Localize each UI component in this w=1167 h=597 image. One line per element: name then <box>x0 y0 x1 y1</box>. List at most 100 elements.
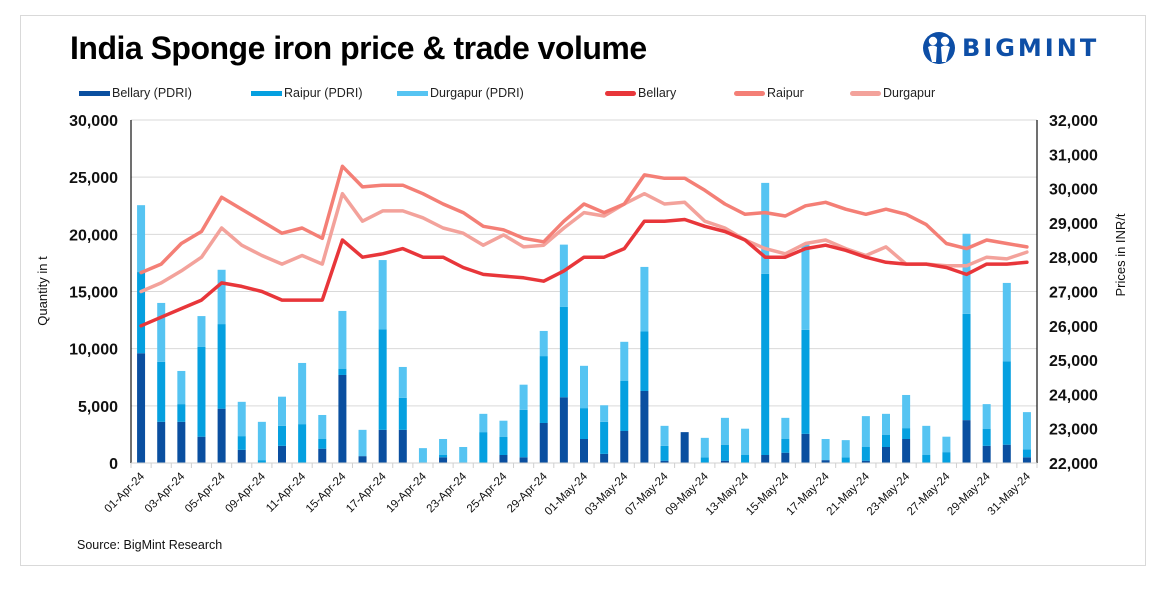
bigmint-logo: BIGMINT <box>922 28 1099 68</box>
right-tick-label: 23,000 <box>1049 422 1098 439</box>
bar-raipur-pdri <box>600 421 609 454</box>
bar-durgapur-pdri <box>720 417 729 445</box>
bar-durgapur-pdri <box>499 420 508 437</box>
axes <box>130 120 1038 468</box>
legend-label: Bellary (PDRI) <box>112 86 192 100</box>
bar-bellary-pdri <box>439 457 448 463</box>
bar-durgapur-pdri <box>922 425 931 455</box>
x-tick-label: 09-Apr-24 <box>223 470 268 515</box>
bar-raipur-pdri <box>882 434 890 447</box>
bar-raipur-pdri <box>298 424 307 463</box>
bar-durgapur-pdri <box>1002 282 1011 362</box>
bar-bellary-pdri <box>821 460 830 463</box>
bar-raipur-pdri <box>660 445 669 461</box>
bar-durgapur-pdri <box>197 316 206 347</box>
legend-item-raipur-price: Raipur <box>734 86 804 100</box>
bar-durgapur-pdri <box>358 429 367 457</box>
right-axis-title: Prices in INR/t <box>1113 213 1128 296</box>
bar-durgapur-pdri <box>620 341 629 381</box>
bar-raipur-pdri <box>781 438 790 453</box>
right-tick-label: 32,000 <box>1049 113 1098 130</box>
right-tick-label: 24,000 <box>1049 387 1098 404</box>
legend-swatch <box>397 90 428 96</box>
bar-bellary-pdri <box>580 438 588 463</box>
bar-bellary-pdri <box>398 429 407 463</box>
bar-bellary-pdri <box>902 438 911 463</box>
bar-durgapur-pdri <box>801 244 810 330</box>
bar-raipur-pdri <box>378 329 387 430</box>
x-tick-label: 03-Apr-24 <box>143 470 188 515</box>
chart-legend: Bellary (PDRI) Raipur (PDRI) Durgapur (P… <box>0 86 1167 104</box>
bar-durgapur-pdri <box>539 330 548 357</box>
bar-raipur-pdri <box>1022 449 1031 458</box>
bigmint-people-icon <box>923 32 955 64</box>
bar-durgapur-pdri <box>942 436 951 453</box>
bar-raipur-pdri <box>318 438 327 449</box>
bar-durgapur-pdri <box>257 421 266 461</box>
right-tick-label: 22,000 <box>1049 456 1098 473</box>
bar-bellary-pdri <box>499 454 508 463</box>
legend-item-bellary-price: Bellary <box>605 86 676 100</box>
bar-bellary-pdri <box>137 353 146 463</box>
bar-durgapur-pdri <box>278 396 286 426</box>
right-tick-label: 25,000 <box>1049 353 1098 370</box>
bar-raipur-pdri <box>861 446 870 461</box>
bar-bellary-pdri <box>801 433 810 463</box>
bar-raipur-pdri <box>177 404 186 422</box>
bar-durgapur-pdri <box>1022 412 1031 450</box>
x-tick-label: 25-Apr-24 <box>465 470 510 515</box>
bar-durgapur-pdri <box>217 269 226 325</box>
legend-label: Durgapur <box>883 86 936 100</box>
bar-durgapur-pdri <box>660 425 669 446</box>
left-axis-title: Quantity in t <box>35 256 50 326</box>
legend-item-durgapur-pdri: Durgapur (PDRI) <box>397 86 524 100</box>
price-line-durgapur <box>139 191 1029 294</box>
bar-bellary-pdri <box>217 408 226 463</box>
x-tick-label: 01-Apr-24 <box>103 470 148 515</box>
legend-swatch <box>605 90 636 96</box>
legend-item-durgapur-price: Durgapur <box>850 86 935 100</box>
bar-durgapur-pdri <box>741 428 750 455</box>
bar-raipur-pdri <box>197 346 206 437</box>
bar-raipur-pdri <box>257 460 266 463</box>
bar-bellary-pdri <box>962 420 971 463</box>
x-tick-label: 31-May-24 <box>986 470 1034 518</box>
bar-durgapur-pdri <box>580 365 588 409</box>
bar-raipur-pdri <box>620 380 629 431</box>
bar-bellary-pdri <box>278 445 286 463</box>
bar-bellary-pdri <box>197 436 206 463</box>
bar-durgapur-pdri <box>841 440 850 458</box>
bar-durgapur-pdri <box>882 413 890 435</box>
bar-raipur-pdri <box>922 454 931 463</box>
bar-bellary-pdri <box>378 429 387 463</box>
bar-raipur-pdri <box>720 444 729 461</box>
bar-bellary-pdri <box>318 448 327 463</box>
bar-durgapur-pdri <box>781 417 790 439</box>
price-line-bellary <box>139 217 1029 328</box>
bar-raipur-pdri <box>559 306 568 398</box>
x-tick-label: 05-Apr-24 <box>183 470 228 515</box>
bar-durgapur-pdri <box>398 366 407 398</box>
left-tick-label: 10,000 <box>69 342 118 359</box>
bar-raipur-pdri <box>137 272 146 354</box>
bar-durgapur-pdri <box>237 401 246 437</box>
left-axis-ticks: 0 5,000 10,000 15,000 20,000 25,000 30,000 <box>69 113 118 473</box>
price-lines <box>139 164 1029 328</box>
bar-bellary-pdri <box>861 460 870 463</box>
bar-raipur-pdri <box>801 329 810 434</box>
bar-bellary-pdri <box>1002 444 1011 463</box>
bar-bellary-pdri <box>982 445 991 463</box>
bar-raipur-pdri <box>479 432 488 463</box>
bar-bellary-pdri <box>338 374 347 463</box>
legend-swatch <box>850 90 881 96</box>
bar-durgapur-pdri <box>600 405 609 422</box>
bar-bellary-pdri <box>358 456 367 463</box>
bar-raipur-pdri <box>157 361 166 422</box>
legend-item-bellary-pdri: Bellary (PDRI) <box>79 86 192 100</box>
left-tick-label: 5,000 <box>78 399 118 416</box>
bar-raipur-pdri <box>237 436 246 450</box>
source-note: Source: BigMint Research <box>77 538 223 552</box>
bar-raipur-pdri <box>539 356 548 423</box>
bar-bellary-pdri <box>237 449 246 463</box>
